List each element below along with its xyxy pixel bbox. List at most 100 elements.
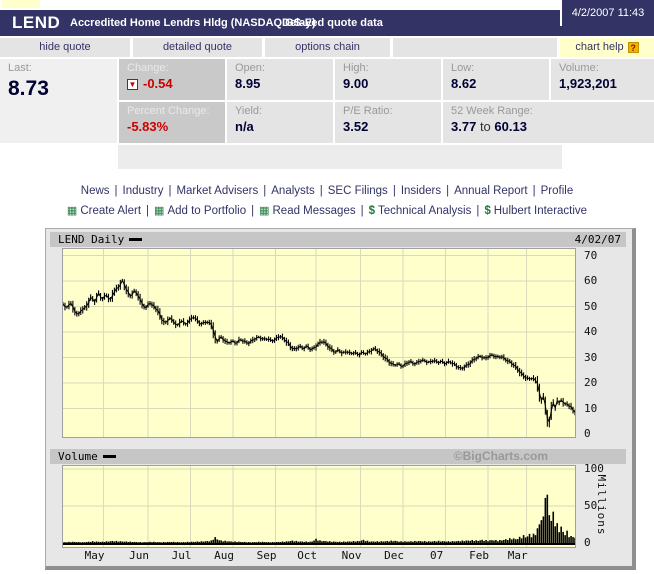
link-separator: | [360,205,364,217]
xtick-dec: Dec [384,549,405,562]
tab-detailed-quote[interactable]: detailed quote [133,38,262,57]
price-plot [62,248,576,438]
nav-link-row: News | Industry | Market Advisers | Analysts | S… [0,185,654,197]
xtick-jun: Jun [129,549,150,562]
low-value: 8.62 [451,76,477,91]
dollar-icon: $ [368,205,376,217]
volume-label: Volume: [559,62,599,74]
bigcharts-watermark: ©BigCharts.com [453,449,548,463]
chart-help-link[interactable]: chart help? [560,38,654,57]
price-ytick-50: 50 [584,299,598,313]
xtick-oct: Oct [297,549,318,562]
action-link-technical-analysis[interactable]: $ Technical Analysis [368,205,472,217]
xtick-feb: Feb [469,549,490,562]
link-separator: | [114,185,118,197]
action-link-add-to-portfolio[interactable]: ▦ Add to Portfolio [154,205,247,217]
volume-chart-title: Volume [58,450,98,463]
action-link-create-alert[interactable]: ▦ Create Alert [66,205,142,217]
price-ytick-20: 20 [584,376,598,389]
quote-low-cell: Low: 8.62 [443,59,549,100]
dollar-icon: $ [484,205,491,217]
link-separator: | [532,185,536,197]
title-bar: LEND Accredited Home Lendrs Hldg (NASDAQ… [0,10,654,36]
last-value: 8.73 [8,77,49,100]
nav-link-news[interactable]: News [80,185,110,197]
quote-datetime: 4/2/2007 11:43 [560,0,654,26]
link-separator: | [392,185,396,197]
price-ytick-70: 70 [584,248,598,262]
price-legend-dash-icon [129,238,143,241]
volume-ytick-100: 100 [584,462,604,475]
last-label: Last: [8,62,32,74]
xtick-may: May [84,549,105,562]
quote-high-cell: High: 9.00 [335,59,441,100]
link-separator: | [446,185,450,197]
low-label: Low: [451,62,475,74]
nav-link-sec-filings[interactable]: SEC Filings [327,185,388,197]
link-separator: | [251,205,255,217]
quote-last-cell: Last: 8.73 [0,59,117,143]
52week-joiner: to [479,119,491,134]
quote-type-label: Delayed quote data [282,17,383,29]
tab-filler [393,38,557,57]
tab-options-chain[interactable]: options chain [265,38,390,57]
action-link-row: ▦ Create Alert | ▦ Add to Portfolio | ▦ Read Me… [0,204,654,217]
52week-high-value: 60.13 [494,119,527,134]
yield-label: Yield: [235,105,263,117]
volume-plot [62,465,576,548]
quote-volume-cell: Volume: 1,923,201 [551,59,654,100]
percent-change-label: Percent Change: [127,105,210,117]
chart-help-label: chart help [575,41,624,53]
tab-hide-quote[interactable]: hide quote [0,38,130,57]
volume-chart-header: Volume ©BigCharts.com [50,449,626,464]
price-ytick-30: 30 [584,350,598,364]
xtick-nov: Nov [341,549,362,562]
company-name: Accredited Home Lendrs Hldg (NASDAQ GS-E… [70,17,316,29]
xtick-07: 07 [429,549,444,562]
open-label: Open: [235,62,265,74]
change-label: Change: [127,62,169,74]
nav-link-industry[interactable]: Industry [122,185,164,197]
link-separator: | [319,185,323,197]
open-value: 8.95 [235,76,261,91]
price-ytick-10: 10 [584,401,598,415]
action-link-read-messages[interactable]: ▦ Read Messages [259,205,356,217]
yield-value: n/a [235,119,254,134]
52week-low-value: 3.77 [451,119,477,134]
nav-link-analysts[interactable]: Analysts [271,185,315,197]
action-link-hulbert-interactive[interactable]: $ Hulbert Interactive [484,205,588,217]
top-left-fragment [2,0,40,8]
price-chart-title: LEND Daily [58,233,125,246]
volume-y-axis-labels: 0 50 100 [584,462,618,549]
down-arrow-icon: ▼ [127,79,138,90]
change-value: -0.54 [143,76,173,91]
chart-widget: LEND Daily 4/02/07 0 10 20 30 40 50 60 70 Volum… [45,228,636,570]
help-question-icon: ? [627,42,639,53]
xtick-sep: Sep [256,549,277,562]
price-ytick-60: 60 [584,274,598,287]
portfolio-grid-icon: ▦ [66,205,78,217]
pe-ratio-label: P/E Ratio: [343,105,393,117]
portfolio-grid-icon: ▦ [259,205,270,217]
nav-link-profile[interactable]: Profile [540,185,574,197]
nav-link-market-advisers[interactable]: Market Advisers [176,185,259,197]
quote-percent-change-cell: Percent Change: -5.83% [119,102,225,143]
ticker-symbol: LEND [12,13,61,32]
link-separator: | [168,185,172,197]
quote-52week-range-cell: 52 Week Range: 3.77 to 60.13 [443,102,654,143]
link-separator: | [476,205,480,217]
xtick-mar: Mar [507,549,528,562]
nav-link-annual-report[interactable]: Annual Report [454,185,528,197]
millions-axis-label: Millions [595,474,608,536]
price-y-axis-labels: 0 10 20 30 40 50 60 70 [584,248,618,441]
quote-open-cell: Open: 8.95 [227,59,333,100]
xtick-aug: Aug [214,549,235,562]
nav-link-insiders[interactable]: Insiders [400,185,442,197]
volume-value: 1,923,201 [559,76,617,91]
quote-pe-ratio-cell: P/E Ratio: 3.52 [335,102,441,143]
xtick-jul: Jul [171,549,192,562]
volume-legend-dash-icon [102,455,116,458]
link-separator: | [263,185,267,197]
price-ytick-40: 40 [584,325,598,338]
